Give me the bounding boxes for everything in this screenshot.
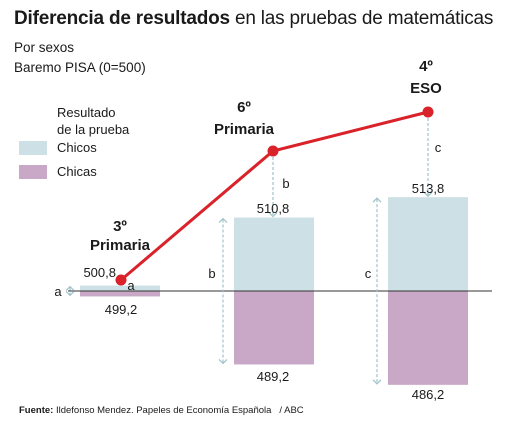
- bar-girls-2: [234, 291, 314, 365]
- legend-title-line2: de la prueba: [57, 122, 130, 137]
- chart-title-rest: en las pruebas de matemáticas: [229, 8, 494, 29]
- bar-girls-1: [80, 291, 160, 297]
- bar-girls-3: [388, 291, 468, 385]
- gap-point-3: [422, 106, 434, 118]
- value-boys-1: 500,8: [83, 265, 116, 280]
- category-label-2-line1: 6º: [237, 99, 251, 116]
- gap-letter-2-side: b: [208, 266, 215, 281]
- legend-label-boys: Chicos: [57, 140, 97, 155]
- gap-letter-3-top: c: [435, 140, 442, 155]
- source-note: Fuente: Ildefonso Mendez. Papeles de Eco…: [19, 405, 304, 416]
- source-publisher: / ABC: [279, 405, 304, 416]
- category-label-3-line1: 4º: [419, 58, 433, 75]
- category-label-2-line2: Primaria: [214, 121, 275, 138]
- bar-boys-3: [388, 197, 468, 291]
- gap-point-1: [115, 274, 127, 286]
- range-arrowhead-down-2: [218, 359, 228, 365]
- range-arrowhead-down-3: [372, 379, 382, 385]
- value-boys-2: 510,8: [257, 201, 290, 216]
- source-label: Fuente:: [19, 405, 54, 416]
- gap-arrowhead-top-3: [423, 191, 433, 198]
- legend-swatch-girls: [19, 165, 47, 179]
- range-arrowhead-down-1: [65, 291, 75, 297]
- value-boys-3: 513,8: [412, 181, 445, 196]
- legend-title-line1: Resultado: [57, 105, 116, 120]
- bar-boys-2: [234, 217, 314, 291]
- value-girls-3: 486,2: [412, 387, 445, 402]
- gap-point-2: [267, 145, 279, 157]
- range-arrowhead-up-3: [372, 197, 382, 203]
- chart-subtitle-scale: Baremo PISA (0=500): [14, 60, 146, 75]
- chart-title-bold: Diferencia de resultados: [14, 8, 230, 29]
- bar-boys-1: [80, 285, 160, 291]
- legend-swatch-boys: [19, 141, 47, 155]
- chart-title: Diferencia de resultados en las pruebas …: [14, 8, 493, 30]
- category-label-3-line2: ESO: [410, 80, 442, 97]
- chart-subtitle-sex: Por sexos: [14, 40, 75, 55]
- legend-title: Resultado de la prueba: [57, 104, 147, 138]
- gap-letter-2-top: b: [282, 176, 289, 191]
- source-text: Ildefonso Mendez. Papeles de Economía Es…: [53, 405, 272, 416]
- gap-letter-1-side: a: [54, 284, 62, 299]
- gap-arrowhead-top-2: [268, 212, 278, 218]
- range-arrowhead-up-2: [218, 217, 228, 223]
- gap-letter-3-side: c: [365, 266, 372, 281]
- range-arrowhead-up-1: [65, 285, 75, 291]
- value-girls-1: 499,2: [105, 302, 138, 317]
- value-girls-2: 489,2: [257, 369, 290, 384]
- legend-label-girls: Chicas: [57, 164, 97, 179]
- category-label-1-line2: Primaria: [90, 237, 151, 254]
- category-label-1-line1: 3º: [113, 218, 127, 235]
- gap-letter-1-near-dot: a: [127, 278, 135, 293]
